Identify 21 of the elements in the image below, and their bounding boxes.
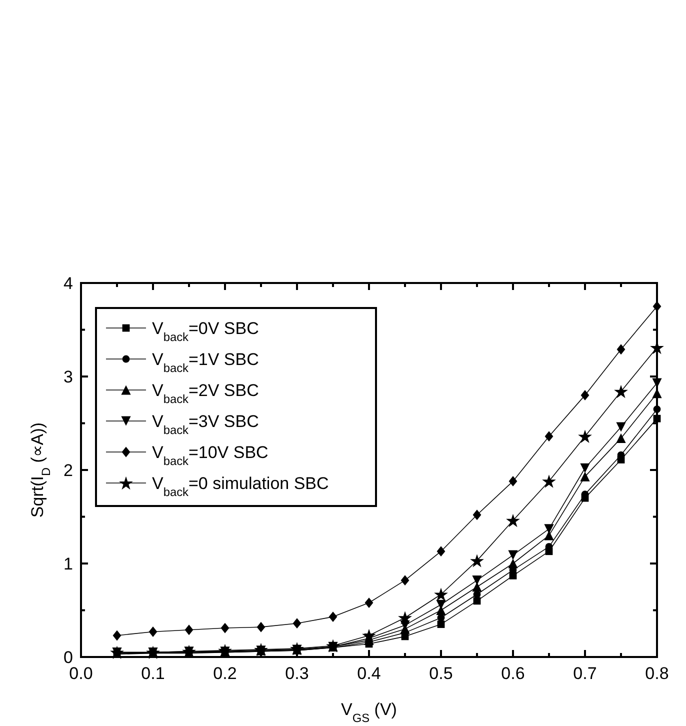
x-tick-label: 0.2 <box>213 664 237 683</box>
x-tick-label: 0.0 <box>69 664 93 683</box>
y-tick-label: 4 <box>64 274 73 293</box>
x-tick-label: 0.7 <box>573 664 597 683</box>
legend-label: V$_{back}$=1V SBC <box>152 350 259 375</box>
x-tick-label: 0.6 <box>501 664 525 683</box>
legend-label: V$_{back}$=2V SBC <box>152 381 259 406</box>
x-tick-label: 0.3 <box>285 664 309 683</box>
legend-label: V$_{back}$=0V SBC <box>152 319 259 344</box>
x-axis-title: V$_{GS}$ (V) <box>341 700 397 725</box>
legend-label: V$_{back}$=3V SBC <box>152 412 259 437</box>
y-tick-label: 0 <box>64 648 73 667</box>
y-tick-label: 3 <box>64 368 73 386</box>
x-tick-label: 0.1 <box>141 664 165 683</box>
x-tick-label: 0.8 <box>645 664 669 683</box>
legend-label: V$_{back}$=0 simulation SBC <box>152 474 329 499</box>
x-tick-label: 0.4 <box>357 664 381 683</box>
y-tick-label: 2 <box>64 461 73 480</box>
legend-label: V$_{back}$=10V SBC <box>152 443 268 468</box>
y-tick-label: 1 <box>64 554 73 574</box>
x-tick-label: 0.5 <box>429 664 453 683</box>
